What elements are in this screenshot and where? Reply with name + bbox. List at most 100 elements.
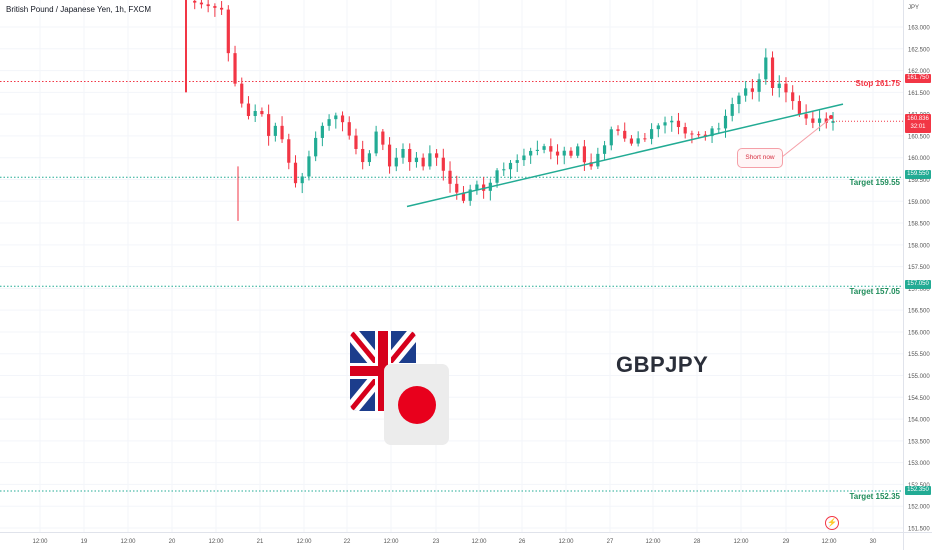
y-tick-label: 158.500 [908,222,930,228]
candle-body [354,135,358,149]
candle-body [616,129,620,131]
candle-body [240,83,244,104]
y-tick-label: 157.500 [908,265,930,271]
target3-level-label: Target 152.35 [849,492,900,501]
callout-anchor [829,115,833,119]
lightning-icon[interactable]: ⚡ [825,516,839,530]
candle-body [273,125,277,136]
symbol-title: British Pound / Japanese Yen, 1h, FXCM [6,5,151,14]
y-tick-label: 158.000 [908,243,930,249]
target2-price-tag: 157.050 [905,280,931,289]
candle-body [576,146,580,156]
candle-body [340,115,345,123]
candle-body [649,129,654,139]
candle-body [320,125,324,138]
candle-body [683,127,687,134]
y-tick-label: 151.500 [908,527,930,533]
y-tick-label: 153.000 [908,461,930,467]
target3-price-tag: 152.350 [905,486,931,495]
candle-body [455,183,459,193]
candle-body [817,118,822,123]
candle-body [777,83,781,88]
y-tick-label: 159.000 [908,200,930,206]
candle-body [569,150,573,156]
x-tick-label: 12:00 [821,539,837,545]
current-price-tag: 160.836 32:01 [905,114,931,133]
candle-body [791,92,795,102]
x-tick-label: 23 [433,539,440,545]
candle-body [408,148,412,163]
x-tick-label: 12:00 [471,539,487,545]
candle-body [300,176,304,184]
candle-body [219,7,224,10]
candle-body [307,156,311,177]
y-tick-label: 160.500 [908,134,930,140]
x-tick-label: 12:00 [558,539,574,545]
candle-body [542,146,546,150]
japan-flag-icon [384,364,449,445]
candle-body [656,125,660,130]
y-tick-label: 163.000 [908,26,930,32]
candle-body [811,118,815,123]
candle-body [495,170,499,183]
candle-body [508,162,513,170]
y-tick-label: 161.500 [908,91,930,97]
candle-body [797,101,802,115]
candle-body [233,53,237,84]
candle-body [502,169,506,171]
candle-body [434,153,439,158]
candle-body [421,157,425,167]
candle-body [314,137,318,157]
candle-body [522,155,526,161]
candle-body [529,150,533,156]
y-tick-label: 154.000 [908,418,930,424]
y-tick-label: 155.000 [908,374,930,380]
candle-body [267,114,271,136]
candle-body [347,122,351,136]
y-tick-label: 162.000 [908,69,930,75]
current-price-value: 160.836 [907,116,929,122]
x-tick-label: 12:00 [645,539,661,545]
short-now-callout[interactable]: Short now [737,148,783,168]
y-tick-label: 162.500 [908,47,930,53]
candle-body [260,111,264,115]
x-tick-label: 21 [257,539,264,545]
candle-body [246,103,251,116]
candle-body [703,134,707,137]
candle-body [199,2,204,5]
x-tick-label: 29 [783,539,790,545]
candle-body [636,138,640,144]
countdown-value: 32:01 [910,124,926,130]
candle-body [744,88,748,96]
x-tick-label: 12:00 [208,539,224,545]
candle-body [697,134,701,136]
y-tick-label: 156.000 [908,330,930,336]
candle-body [717,128,721,130]
candle-body [226,9,230,54]
candle-body [770,57,775,88]
candle-body [367,153,372,163]
candle-body [602,145,607,154]
candle-body [334,115,338,120]
x-tick-label: 27 [607,539,614,545]
y-tick-label: 156.500 [908,309,930,315]
currency-label: JPY [908,5,920,11]
candle-body [468,189,472,201]
candle-body [428,153,432,167]
target1-price-tag: 159.550 [905,170,931,179]
candle-body [737,95,741,105]
candle-body [750,88,754,92]
y-tick-label: 160.000 [908,156,930,162]
candle-body [193,0,197,3]
candle-body [824,118,828,123]
candle-body [401,148,405,158]
candle-body [515,160,519,163]
candle-body [448,170,452,184]
target1-level-label: Target 159.55 [849,178,900,187]
y-tick-label: 153.500 [908,439,930,445]
y-tick-label: 155.500 [908,352,930,358]
candle-body [293,162,298,184]
candle-body [804,114,808,119]
